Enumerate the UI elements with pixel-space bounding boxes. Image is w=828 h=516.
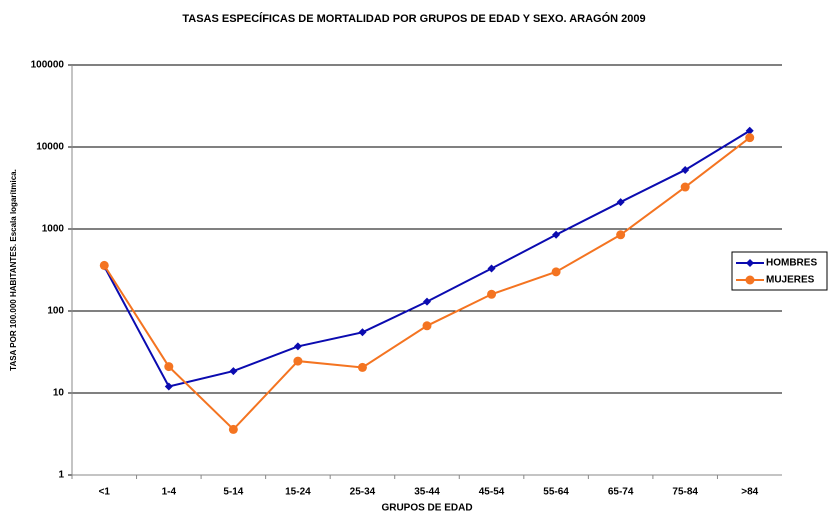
y-tick-label: 10 bbox=[53, 388, 65, 399]
y-tick-label: 1 bbox=[58, 470, 64, 481]
y-tick-label: 1000 bbox=[42, 224, 65, 235]
data-point bbox=[551, 267, 561, 277]
x-axis-label: GRUPOS DE EDAD bbox=[381, 503, 472, 514]
data-point bbox=[616, 230, 626, 240]
x-tick-label: 75-84 bbox=[672, 487, 698, 498]
x-tick-label: 15-24 bbox=[285, 487, 311, 498]
x-tick-label: 55-64 bbox=[543, 487, 569, 498]
x-tick-label: >84 bbox=[741, 487, 758, 498]
series-line bbox=[103, 136, 751, 431]
data-point bbox=[422, 321, 432, 331]
data-point bbox=[358, 328, 367, 337]
x-tick-label: 5-14 bbox=[223, 487, 243, 498]
legend-marker bbox=[746, 259, 754, 267]
data-point bbox=[487, 289, 497, 299]
x-tick-label: <1 bbox=[99, 487, 111, 498]
data-point bbox=[680, 182, 690, 192]
x-tick-label: 25-34 bbox=[350, 487, 376, 498]
y-tick-label: 10000 bbox=[36, 142, 64, 153]
x-tick-label: 65-74 bbox=[608, 487, 634, 498]
data-point bbox=[423, 297, 431, 306]
x-tick-label: 35-44 bbox=[414, 487, 440, 498]
data-point bbox=[552, 230, 561, 239]
legend-label: MUJERES bbox=[766, 275, 815, 286]
data-point bbox=[681, 165, 690, 174]
x-tick-label: 45-54 bbox=[479, 487, 505, 498]
data-point bbox=[164, 362, 174, 372]
data-point bbox=[229, 367, 238, 376]
y-tick-label: 100 bbox=[47, 306, 64, 317]
data-point bbox=[164, 382, 173, 391]
data-point bbox=[745, 133, 755, 143]
series-line bbox=[103, 129, 751, 388]
x-tick-label: 1-4 bbox=[162, 487, 177, 498]
y-tick-label: 100000 bbox=[31, 60, 65, 71]
data-point bbox=[293, 356, 303, 366]
data-point bbox=[293, 342, 302, 351]
data-point bbox=[228, 424, 238, 434]
data-point bbox=[99, 260, 109, 270]
data-point bbox=[616, 198, 625, 207]
data-point bbox=[745, 126, 754, 135]
legend-marker bbox=[745, 275, 755, 285]
chart-title: TASAS ESPECÍFICAS DE MORTALIDAD POR GRUP… bbox=[182, 12, 645, 25]
legend-label: HOMBRES bbox=[766, 258, 817, 269]
data-point bbox=[487, 264, 496, 273]
y-axis-label: TASA POR 100.000 HABITANTES. Escala loga… bbox=[9, 169, 18, 371]
data-point bbox=[357, 362, 367, 372]
